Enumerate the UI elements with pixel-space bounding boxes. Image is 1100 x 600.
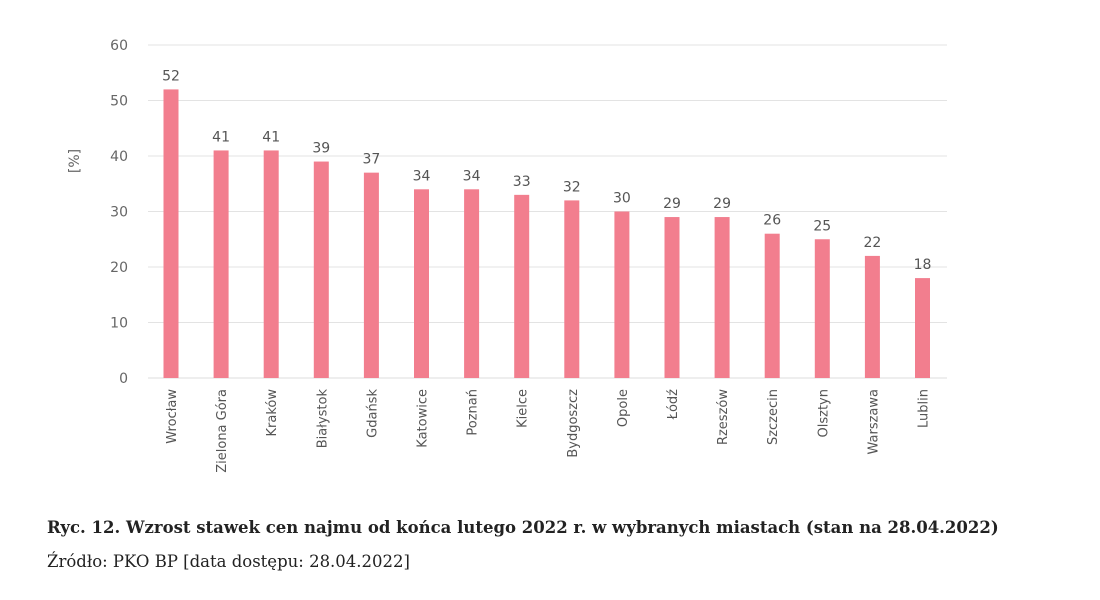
data-label: 34 [413,168,431,184]
bar [514,194,530,378]
data-label: 32 [563,179,581,195]
y-axis-label: [%] [67,149,83,173]
x-tick-label: Warszawa [866,389,881,455]
data-label: 52 [162,68,180,84]
data-label: 29 [663,196,681,212]
y-tick-label: 10 [110,316,128,332]
x-tick-label: Poznań [466,389,481,436]
y-tick-label: 50 [110,94,128,110]
x-tick-label: Wrocław [165,389,180,444]
x-tick-label: Lublin [917,389,932,428]
x-tick-label: Łódź [666,389,681,421]
bar [464,189,480,378]
y-tick-label: 20 [110,260,128,276]
x-tick-label: Białystok [315,389,330,449]
bar-chart: 0 10 20 30 40 50 60 [%] 52 41 41 39 37 34 34 33 32 30 29… [67,38,947,473]
data-label: 41 [262,129,280,145]
x-tick-label: Zielona Góra [215,389,230,473]
data-label: 26 [763,213,781,229]
x-tick-label: Rzeszów [716,389,731,445]
bar [764,233,780,378]
x-tick-label: Gdańsk [365,389,380,438]
y-tick-label: 0 [119,371,128,387]
bar [363,172,379,378]
data-label: 25 [813,218,831,234]
figure-source: Źródło: PKO BP [data dostępu: 28.04.2022… [47,552,410,571]
x-tick-label: Opole [616,389,631,427]
data-label: 39 [312,141,330,157]
y-axis-ticks: 0 10 20 30 40 50 60 [110,38,128,387]
y-tick-label: 60 [110,38,128,54]
data-label: 33 [513,174,531,190]
bar [915,278,930,378]
x-tick-label: Katowice [416,389,431,448]
bar [614,211,630,378]
bar [714,217,730,378]
data-label: 41 [212,129,230,145]
bar [564,200,580,378]
data-labels: 52 41 41 39 37 34 34 33 32 30 29 29 26 25 22 18 [162,68,931,273]
y-tick-label: 40 [110,149,128,165]
bar [313,161,329,378]
bar [814,239,830,378]
x-tick-label: Bydgoszcz [566,389,581,458]
bar [263,150,279,378]
x-tick-label: Olsztyn [816,389,831,437]
bar [414,189,429,378]
bar [664,217,680,378]
bars [163,89,930,379]
data-label: 30 [613,191,631,207]
data-label: 22 [863,235,881,251]
category-labels: Wrocław Zielona Góra Kraków Białystok Gdańsk… [165,389,932,473]
data-label: 18 [914,257,932,273]
data-label: 37 [362,152,380,168]
bar [213,150,229,378]
x-tick-label: Kraków [265,389,280,437]
grid-lines [148,44,947,379]
y-tick-label: 30 [110,205,128,221]
data-label: 34 [463,168,481,184]
bar [163,89,179,379]
figure-caption: Ryc. 12. Wzrost stawek cen najmu od końc… [47,518,999,537]
x-tick-label: Szczecin [766,389,781,445]
bar [864,255,880,378]
data-label: 29 [713,196,731,212]
x-tick-label: Kielce [516,389,531,428]
